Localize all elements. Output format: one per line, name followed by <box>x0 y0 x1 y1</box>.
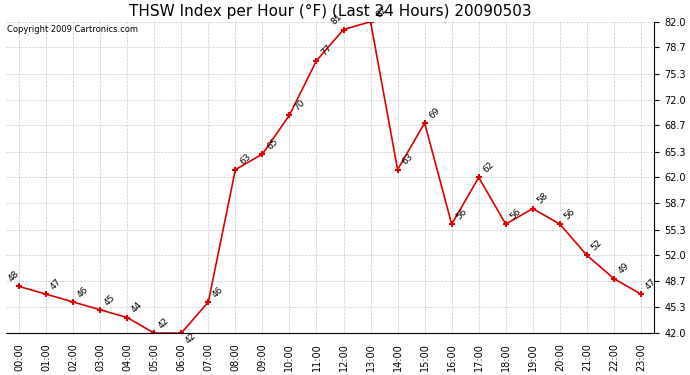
Text: 47: 47 <box>49 277 63 291</box>
Text: 56: 56 <box>455 207 469 221</box>
Text: 58: 58 <box>535 191 550 206</box>
Text: 45: 45 <box>103 292 117 307</box>
Text: 63: 63 <box>400 152 415 167</box>
Text: 62: 62 <box>482 160 496 175</box>
Text: 46: 46 <box>211 285 226 299</box>
Text: 56: 56 <box>509 207 523 221</box>
Text: 42: 42 <box>157 316 171 330</box>
Text: Copyright 2009 Cartronics.com: Copyright 2009 Cartronics.com <box>7 25 138 34</box>
Text: 77: 77 <box>319 44 334 58</box>
Text: 46: 46 <box>76 285 90 299</box>
Title: THSW Index per Hour (°F) (Last 24 Hours) 20090503: THSW Index per Hour (°F) (Last 24 Hours)… <box>129 4 531 19</box>
Text: 47: 47 <box>644 277 658 291</box>
Text: 49: 49 <box>617 261 631 276</box>
Text: 42: 42 <box>184 331 199 346</box>
Text: 56: 56 <box>562 207 577 221</box>
Text: 65: 65 <box>265 137 279 151</box>
Text: 63: 63 <box>238 152 253 167</box>
Text: 52: 52 <box>590 238 604 252</box>
Text: 44: 44 <box>130 300 144 315</box>
Text: 48: 48 <box>6 269 21 284</box>
Text: 81: 81 <box>330 12 344 27</box>
Text: 70: 70 <box>293 98 307 112</box>
Text: 69: 69 <box>427 106 442 120</box>
Text: 82: 82 <box>375 4 389 19</box>
